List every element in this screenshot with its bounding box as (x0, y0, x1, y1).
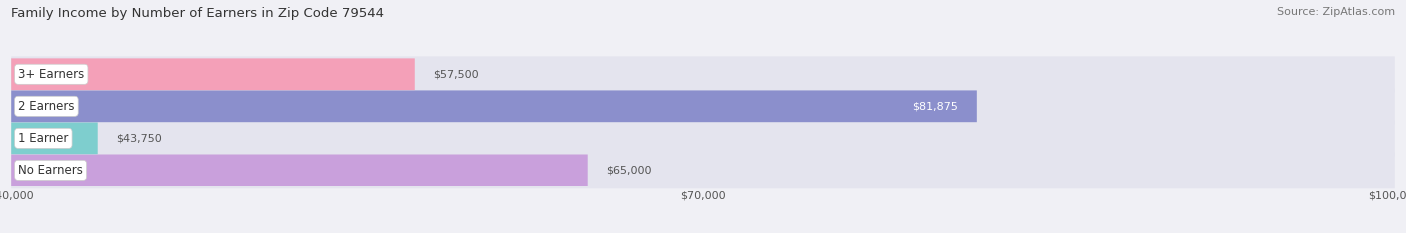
Text: $57,500: $57,500 (433, 69, 479, 79)
FancyBboxPatch shape (11, 90, 977, 122)
Text: $65,000: $65,000 (606, 165, 651, 175)
Text: 1 Earner: 1 Earner (18, 132, 69, 145)
Text: No Earners: No Earners (18, 164, 83, 177)
FancyBboxPatch shape (11, 154, 588, 186)
FancyBboxPatch shape (11, 56, 1395, 92)
Text: 2 Earners: 2 Earners (18, 100, 75, 113)
FancyBboxPatch shape (11, 153, 1395, 188)
FancyBboxPatch shape (11, 89, 1395, 124)
FancyBboxPatch shape (11, 58, 415, 90)
Text: Family Income by Number of Earners in Zip Code 79544: Family Income by Number of Earners in Zi… (11, 7, 384, 20)
Text: $81,875: $81,875 (912, 101, 959, 111)
Text: 3+ Earners: 3+ Earners (18, 68, 84, 81)
FancyBboxPatch shape (11, 120, 1395, 156)
FancyBboxPatch shape (11, 123, 97, 154)
Text: Source: ZipAtlas.com: Source: ZipAtlas.com (1277, 7, 1395, 17)
Text: $43,750: $43,750 (117, 133, 162, 143)
